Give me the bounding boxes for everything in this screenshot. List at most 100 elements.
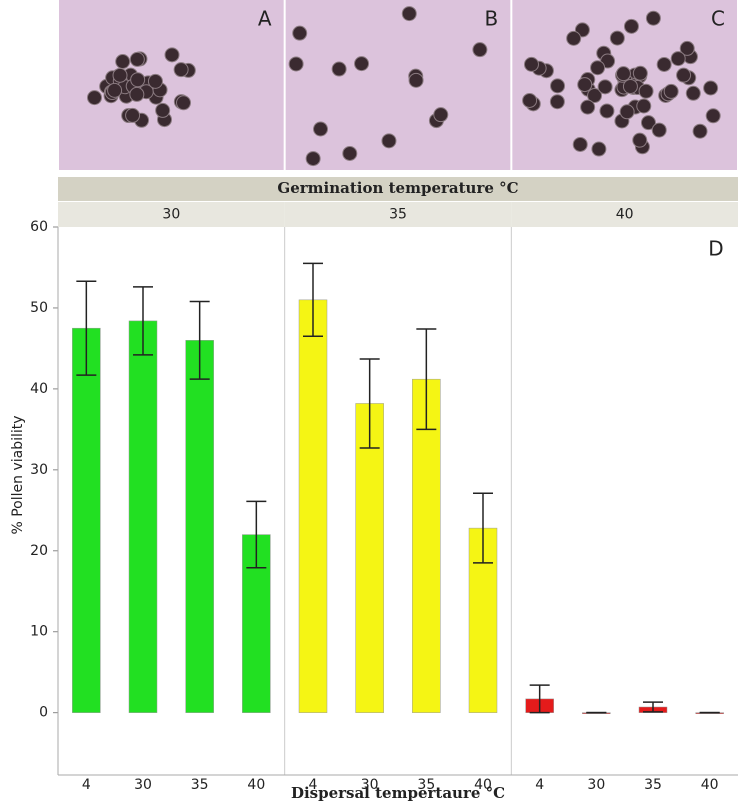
pollen xyxy=(292,25,308,41)
pollen xyxy=(129,86,145,102)
facet-title: Germination temperature °C xyxy=(277,179,518,197)
x-tick-label: 40 xyxy=(701,777,719,793)
y-tick-label: 0 xyxy=(39,705,48,721)
pollen xyxy=(522,92,538,108)
facet-header xyxy=(58,177,738,201)
x-tick-label: 30 xyxy=(361,777,379,793)
pollen xyxy=(305,151,321,167)
facet-label: 30 xyxy=(162,207,180,223)
pollen xyxy=(433,107,449,123)
pollen xyxy=(623,18,639,34)
pollen xyxy=(472,42,488,58)
pollen xyxy=(636,98,652,114)
pollen xyxy=(86,90,102,106)
x-tick-label: 35 xyxy=(417,777,435,793)
x-tick-label: 40 xyxy=(474,777,492,793)
pollen xyxy=(176,95,192,111)
pollen xyxy=(632,132,648,148)
pollen xyxy=(288,56,304,72)
pollen xyxy=(408,72,424,88)
pollen xyxy=(676,67,692,83)
pollen xyxy=(587,88,603,104)
pollen xyxy=(597,79,613,95)
pollen xyxy=(566,30,582,46)
pollen xyxy=(692,123,708,139)
facet-label: 35 xyxy=(389,207,407,223)
pollen xyxy=(679,40,695,56)
pollen xyxy=(342,145,358,161)
photo-label: C xyxy=(711,7,725,31)
pollen xyxy=(703,80,719,96)
pollen xyxy=(599,103,615,119)
bar xyxy=(298,299,328,713)
micrograph xyxy=(59,0,284,170)
x-tick-label: 4 xyxy=(309,777,318,793)
pollen xyxy=(640,115,656,131)
pollen xyxy=(130,72,146,88)
bar xyxy=(185,340,214,713)
pollen xyxy=(155,102,171,118)
pollen xyxy=(591,141,607,157)
y-tick-label: 50 xyxy=(30,300,48,316)
pollen xyxy=(125,107,141,123)
micrograph xyxy=(285,0,511,170)
pollen xyxy=(129,51,145,67)
pollen xyxy=(115,54,131,70)
pollen xyxy=(549,94,565,110)
pollen xyxy=(670,51,686,67)
pollen xyxy=(685,85,701,101)
x-tick-label: 40 xyxy=(247,777,265,793)
x-tick-label: 35 xyxy=(191,777,209,793)
pollen xyxy=(550,78,566,94)
bar xyxy=(355,403,384,713)
pollen xyxy=(663,83,679,99)
pollen xyxy=(354,56,370,72)
x-tick-label: 35 xyxy=(644,777,662,793)
micrographs: A B C xyxy=(59,0,737,170)
pollen xyxy=(107,82,123,98)
facet-label: 40 xyxy=(616,207,634,223)
pollen xyxy=(577,77,593,93)
pollen xyxy=(638,83,654,99)
pollen xyxy=(609,30,625,46)
pollen xyxy=(112,67,128,83)
facet-strip xyxy=(511,202,738,227)
y-tick-label: 60 xyxy=(30,219,48,235)
pollen xyxy=(622,78,638,94)
facet-strip xyxy=(58,202,285,227)
pollen xyxy=(580,99,596,115)
pollen xyxy=(590,60,606,76)
photo-label: A xyxy=(258,7,272,31)
x-tick-label: 30 xyxy=(587,777,605,793)
pollen xyxy=(381,133,397,149)
facet-strip xyxy=(284,202,512,227)
pollen xyxy=(615,66,631,82)
bar xyxy=(72,327,101,713)
pollen xyxy=(401,6,417,22)
y-axis-label: % Pollen viability xyxy=(10,415,26,534)
pollen xyxy=(651,122,667,138)
pollen xyxy=(705,108,721,124)
y-tick-label: 10 xyxy=(30,624,48,640)
x-tick-label: 4 xyxy=(535,777,544,793)
pollen xyxy=(632,65,648,81)
pollen xyxy=(331,61,347,77)
bar xyxy=(412,378,441,713)
y-tick-label: 30 xyxy=(30,462,48,478)
y-tick-label: 40 xyxy=(30,381,48,397)
pollen xyxy=(572,136,588,152)
y-tick-label: 20 xyxy=(30,543,48,559)
pollen xyxy=(313,121,329,137)
pollen xyxy=(147,73,163,89)
pollen xyxy=(645,10,661,26)
x-tick-label: 4 xyxy=(82,777,91,793)
pollen xyxy=(164,47,180,63)
pollen xyxy=(619,104,635,120)
pollen xyxy=(173,62,189,78)
photo-label: B xyxy=(484,7,498,31)
pollen xyxy=(523,56,539,72)
x-axis-label: Dispersal tempertaure °C xyxy=(291,784,505,802)
panel-letter: D xyxy=(708,237,723,261)
x-tick-label: 30 xyxy=(134,777,152,793)
